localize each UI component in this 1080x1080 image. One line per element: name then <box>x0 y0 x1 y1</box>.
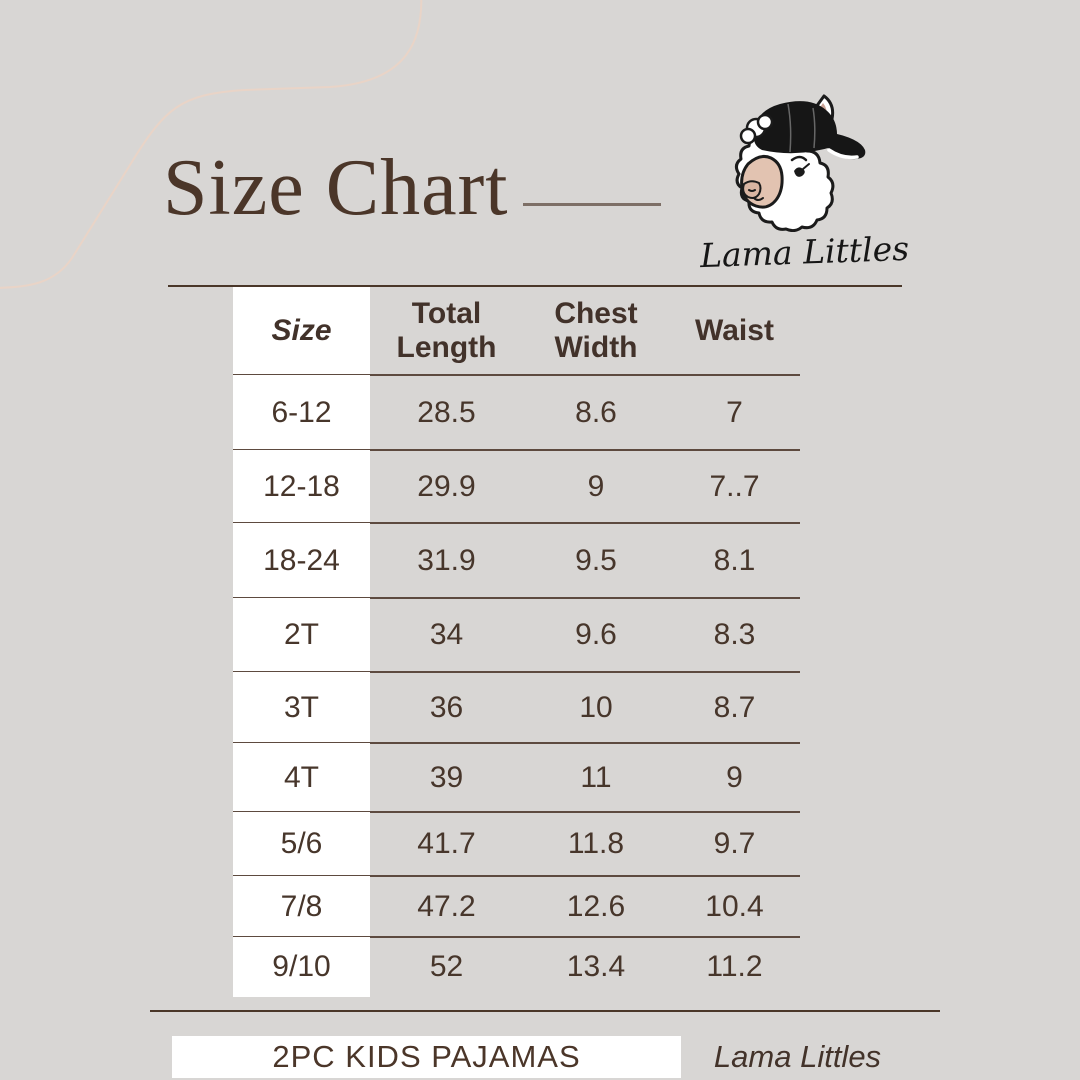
brand-logo-text: Lama Littles <box>699 228 910 276</box>
table-row: 6-12 28.5 8.6 7 <box>168 375 902 451</box>
llama-logo-icon <box>734 94 866 233</box>
row-divider <box>233 522 800 524</box>
size-cell: 18-24 <box>233 523 370 598</box>
chest-width-cell: 11 <box>580 760 612 794</box>
size-cell: 2T <box>233 598 370 672</box>
row-divider <box>233 742 800 744</box>
total-length-cell: 52 <box>429 950 464 983</box>
chest-width-cell: 10 <box>579 690 613 724</box>
header-waist: Waist <box>695 314 774 348</box>
header-size: Size <box>233 287 370 375</box>
row-divider <box>233 597 800 599</box>
table-row: 12-18 29.9 9 7..7 <box>168 450 902 524</box>
table-row: 18-24 31.9 9.5 8.1 <box>168 523 902 599</box>
footer-rule <box>150 1010 940 1012</box>
total-length-cell: 29.9 <box>417 469 476 503</box>
header-chest-width: Chest Width <box>554 297 638 364</box>
chest-width-cell: 8.6 <box>575 395 617 429</box>
total-length-cell: 41.7 <box>417 827 476 860</box>
table-header-row: Size Total Length Chest Width Waist <box>168 287 902 376</box>
brand-logo: Lama Littles <box>699 92 910 276</box>
chest-width-cell: 9 <box>587 469 605 503</box>
waist-cell: 9.7 <box>713 827 756 860</box>
size-cell: 12-18 <box>233 450 370 523</box>
table-row: 7/8 47.2 12.6 10.4 <box>168 876 902 938</box>
chest-width-cell: 9.6 <box>575 618 617 651</box>
total-length-cell: 47.2 <box>417 889 476 923</box>
total-length-cell: 31.9 <box>417 543 476 577</box>
size-cell: 4T <box>233 743 370 812</box>
waist-cell: 7 <box>726 395 743 429</box>
row-divider <box>233 811 800 813</box>
total-length-cell: 34 <box>429 618 464 651</box>
size-cell: 7/8 <box>233 876 370 937</box>
row-divider <box>233 449 800 451</box>
waist-cell: 10.4 <box>705 889 764 923</box>
waist-cell: 7..7 <box>709 469 760 503</box>
total-length-cell: 36 <box>429 690 464 724</box>
size-table: Size Total Length Chest Width Waist 6-12… <box>168 285 902 997</box>
chest-width-cell: 13.4 <box>566 950 626 983</box>
table-row: 5/6 41.7 11.8 9.7 <box>168 812 902 877</box>
row-divider <box>233 374 800 376</box>
total-length-cell: 39 <box>429 760 464 794</box>
chest-width-cell: 12.6 <box>566 889 626 923</box>
table-row: 3T 36 10 8.7 <box>168 672 902 744</box>
table-row: 9/10 52 13.4 11.2 <box>168 937 902 997</box>
waist-cell: 8.7 <box>713 690 756 724</box>
size-cell: 5/6 <box>233 812 370 876</box>
waist-cell: 9 <box>726 760 743 794</box>
size-cell: 9/10 <box>233 937 370 997</box>
row-divider <box>233 875 800 877</box>
row-divider <box>233 936 800 938</box>
waist-cell: 8.3 <box>713 618 756 651</box>
chest-width-cell: 11.8 <box>567 827 625 860</box>
size-cell: 6-12 <box>233 375 370 450</box>
table-row: 4T 39 11 9 <box>168 743 902 813</box>
table-top-rule <box>168 285 902 287</box>
chest-width-cell: 9.5 <box>575 543 617 577</box>
total-length-cell: 28.5 <box>417 395 476 429</box>
header-total-length: Total Length <box>396 297 497 364</box>
product-name: 2PC KIDS PAJAMAS <box>272 1039 581 1074</box>
footer-brand-name: Lama Littles <box>713 1039 882 1074</box>
row-divider <box>233 671 800 673</box>
table-row: 2T 34 9.6 8.3 <box>168 598 902 673</box>
product-name-box: 2PC KIDS PAJAMAS <box>172 1036 681 1078</box>
title-dash <box>523 203 661 206</box>
waist-cell: 8.1 <box>713 543 756 577</box>
size-cell: 3T <box>233 672 370 743</box>
page-title: Size Chart <box>163 144 509 232</box>
waist-cell: 11.2 <box>706 950 763 983</box>
